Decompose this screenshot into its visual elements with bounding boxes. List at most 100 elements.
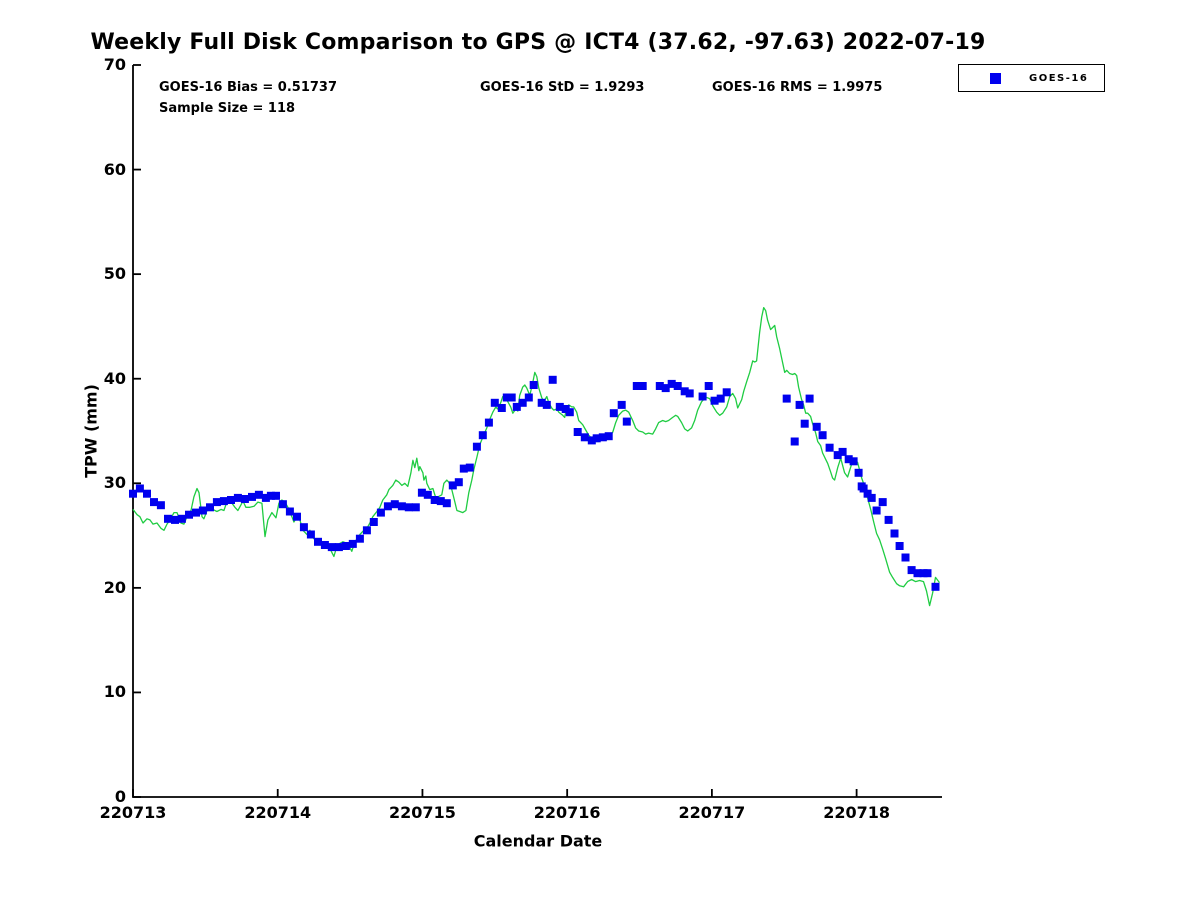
goes16-data-marker: [192, 508, 200, 517]
goes16-data-marker: [537, 398, 546, 407]
goes16-data-marker: [254, 490, 263, 499]
goes16-data-marker: [854, 468, 863, 477]
goes16-data-marker: [923, 569, 932, 578]
goes16-data-marker: [497, 404, 506, 412]
goes16-data-marker: [782, 394, 791, 403]
goes16-data-marker: [825, 443, 834, 452]
axes: [132, 65, 942, 798]
goes16-data-marker: [622, 417, 631, 426]
goes16-data-marker: [233, 493, 242, 502]
goes16-data-marker: [931, 582, 940, 591]
goes16-data-marker: [901, 553, 910, 562]
goes16-data-marker: [484, 418, 493, 427]
goes16-data-marker: [417, 488, 426, 497]
goes16-data-marker: [502, 393, 511, 402]
goes16-data-marker: [320, 541, 329, 549]
stat-std: GOES-16 StD = 1.9293: [480, 80, 645, 95]
goes16-data-marker: [565, 408, 574, 417]
goes16-data-marker: [278, 500, 287, 509]
goes16-data-marker: [790, 437, 799, 446]
goes16-data-marker: [512, 402, 521, 411]
x-tick-label: 220713: [99, 803, 167, 822]
goes16-data-marker: [884, 515, 893, 524]
goes16-data-marker: [143, 489, 151, 498]
gps-line-series: [132, 306, 941, 607]
goes16-data-marker: [555, 402, 564, 411]
goes16-data-marker: [716, 394, 725, 403]
x-tick-label: 220716: [533, 803, 601, 822]
y-tick-label: 0: [114, 787, 126, 806]
y-tick-label: 50: [103, 264, 126, 284]
goes16-data-marker: [472, 442, 481, 451]
y-tick-label: 70: [103, 55, 126, 74]
goes16-data-marker: [895, 542, 904, 550]
goes16-data-marker: [334, 543, 343, 552]
goes16-data-marker: [507, 393, 516, 402]
goes16-data-marker: [411, 503, 420, 512]
stat-rms: GOES-16 RMS = 1.9975: [712, 80, 883, 95]
goes16-data-marker: [348, 539, 357, 548]
goes16-data-marker: [212, 498, 221, 507]
goes16-data-marker: [129, 489, 137, 498]
goes16-data-marker: [156, 501, 165, 510]
goes16-data-marker: [299, 523, 308, 532]
goes16-data-marker: [573, 428, 582, 436]
goes16-data-marker: [833, 451, 842, 460]
goes16-data-marker: [667, 379, 676, 388]
goes16-data-marker: [849, 457, 858, 466]
stat-sample-size: Sample Size = 118: [159, 101, 296, 116]
goes16-data-marker: [164, 514, 172, 523]
goes16-data-marker: [383, 502, 392, 511]
goes16-data-marker: [812, 422, 821, 431]
x-tick-label: 220717: [678, 803, 746, 822]
x-axis-label: Calendar Date: [473, 831, 603, 851]
goes16-data-marker: [227, 496, 235, 504]
x-tick-label: 220714: [244, 803, 312, 822]
goes16-data-marker: [604, 432, 613, 441]
goes16-data-marker: [390, 500, 399, 509]
goes16-data-marker: [872, 506, 881, 515]
goes16-data-marker: [266, 491, 275, 500]
y-tick-label: 40: [103, 368, 126, 388]
goes16-data-marker: [805, 394, 814, 403]
goes16-data-marker: [698, 392, 707, 401]
goes16-data-marker: [198, 506, 207, 515]
goes16-data-marker: [548, 375, 557, 384]
goes16-data-marker: [459, 464, 468, 473]
goes16-data-marker: [369, 518, 378, 526]
goes16-data-marker: [355, 534, 364, 543]
goes16-data-marker: [171, 515, 179, 524]
goes16-data-marker: [722, 388, 731, 397]
goes16-data-marker: [859, 484, 868, 493]
goes16-data-marker: [185, 510, 193, 519]
goes16-data-marker: [442, 499, 451, 508]
legend: GOES-16: [958, 64, 1105, 92]
goes16-data-marker: [293, 512, 301, 521]
y-tick-label: 60: [103, 159, 126, 179]
goes16-data-marker: [490, 398, 499, 407]
goes16-data-marker: [341, 542, 350, 550]
goes16-data-marker: [632, 382, 641, 390]
goes16-data-marker: [878, 498, 887, 507]
legend-goes16-label: GOES-16: [1029, 72, 1089, 84]
goes16-data-marker: [177, 514, 186, 523]
goes16-data-marker: [617, 400, 626, 409]
goes16-data-marker: [587, 436, 596, 445]
y-tick-label: 30: [103, 473, 126, 493]
x-tick-label: 220718: [823, 803, 890, 822]
goes16-data-marker: [478, 431, 487, 440]
goes16-data-marker: [542, 400, 551, 409]
goes16-data-marker: [423, 490, 432, 499]
goes16-data-marker: [890, 529, 899, 538]
goes16-data-marker: [710, 396, 719, 405]
goes16-data-marker: [261, 493, 270, 502]
goes16-data-marker: [272, 491, 280, 500]
goes16-data-marker: [240, 495, 249, 503]
x-tick-label: 220715: [389, 803, 456, 822]
goes16-data-marker: [518, 398, 527, 407]
goes16-data-marker: [150, 498, 158, 507]
goes16-data-marker: [454, 478, 463, 487]
goes16-data-marker: [838, 447, 847, 456]
goes16-data-marker: [285, 507, 294, 516]
